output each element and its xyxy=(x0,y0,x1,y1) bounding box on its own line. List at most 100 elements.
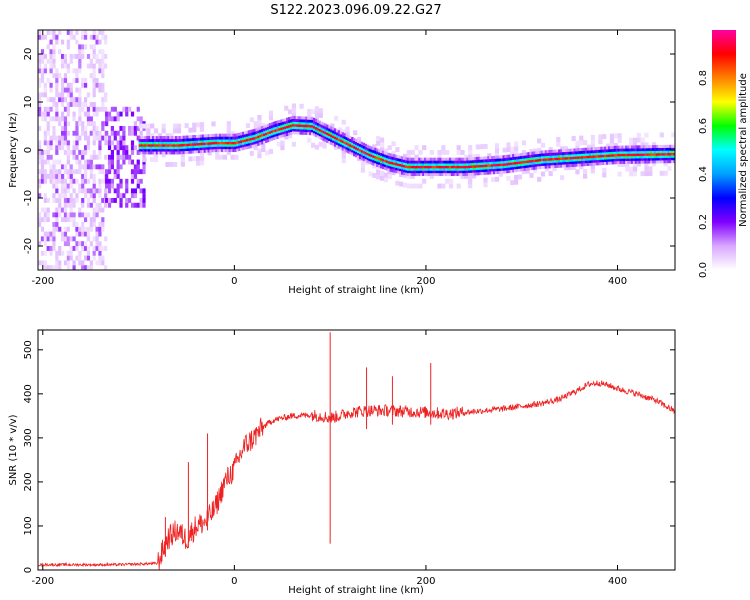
spectrogram-cell xyxy=(43,140,47,146)
spectrogram-cell xyxy=(133,202,137,208)
spectrogram-cell xyxy=(445,150,450,155)
spectrogram-cell xyxy=(95,202,99,208)
spectrogram-cell xyxy=(514,150,519,156)
spectrogram-cell xyxy=(648,145,651,149)
spectrogram-cell xyxy=(586,152,590,156)
spectrogram-cell xyxy=(638,150,641,154)
spectrogram-cell xyxy=(101,198,105,203)
spectrogram-cell xyxy=(508,164,511,168)
spectrogram-cell xyxy=(393,162,396,165)
spectrogram-cell xyxy=(320,126,323,130)
spectrogram-cell xyxy=(529,151,532,155)
spectrogram-cell xyxy=(291,128,295,132)
spectrogram-cell xyxy=(83,111,88,117)
spectrogram-cell xyxy=(418,162,421,166)
spectrogram-cell xyxy=(558,161,561,165)
spectrogram-cell xyxy=(113,130,117,136)
spectrogram-cell xyxy=(159,136,162,140)
spectrogram-cell xyxy=(101,169,105,175)
spectrogram-cell xyxy=(487,171,490,175)
spectrogram-cell xyxy=(92,154,96,160)
spectrogram-cell xyxy=(119,164,123,170)
spectrogram-cell xyxy=(255,131,258,135)
spectrogram-cell xyxy=(454,173,457,177)
spectrogram-cell xyxy=(43,54,47,59)
spectrogram-cell xyxy=(288,119,291,123)
spectrogram-cell xyxy=(418,157,421,161)
spectrogram-cell xyxy=(341,158,346,164)
spectrogram-cell xyxy=(207,137,210,141)
x-tick-label: 200 xyxy=(416,276,435,287)
spectrogram-cell xyxy=(378,149,381,153)
spectrogram-cell xyxy=(515,168,519,172)
spectrogram-cell xyxy=(552,165,555,169)
spectrogram-cell xyxy=(55,198,59,203)
spectrogram-cell xyxy=(207,141,210,145)
spectrogram-cell xyxy=(322,127,325,131)
spectrogram-cell xyxy=(661,150,664,154)
spectrogram-cell xyxy=(66,130,70,136)
spectrogram-cell xyxy=(125,178,129,184)
spectrogram-cell xyxy=(86,265,91,271)
spectrogram-cell xyxy=(251,137,254,141)
spectrogram-cell xyxy=(667,150,670,154)
spectrogram-cell xyxy=(374,160,377,164)
spectrogram-cell xyxy=(648,155,651,159)
spectrogram-cell xyxy=(52,63,56,69)
spectrogram-cell xyxy=(600,146,603,150)
spectrogram-cell xyxy=(519,168,523,172)
spectrogram-cell xyxy=(280,119,283,123)
spectrogram-cell xyxy=(646,148,649,152)
spectrogram-cell xyxy=(322,135,325,139)
spectrogram-cell xyxy=(46,97,50,103)
spectrogram-cell xyxy=(66,145,70,151)
spectrogram-cell xyxy=(512,164,515,168)
spectrogram-cell xyxy=(72,54,76,59)
spectrogram-cell xyxy=(542,150,546,154)
spectrogram-cell xyxy=(592,154,595,158)
spectrogram-cell xyxy=(606,158,609,162)
spectrogram-cell xyxy=(213,149,216,153)
spectrogram-cell xyxy=(356,142,360,146)
spectrogram-cell xyxy=(590,150,594,154)
spectrogram-cell xyxy=(621,153,624,157)
spectrogram-cell xyxy=(523,157,526,161)
spectrogram-cell xyxy=(558,159,561,163)
spectrogram-cell xyxy=(381,163,385,167)
spectrogram-cell xyxy=(139,198,143,203)
spectrogram-cell xyxy=(190,145,193,149)
spectrogram-cell xyxy=(230,136,233,140)
spectrogram-cell xyxy=(63,226,68,232)
spectrogram-cell xyxy=(60,92,65,98)
spectrogram-cell xyxy=(188,150,191,154)
spectrogram-cell xyxy=(609,149,613,153)
spectrogram-cell xyxy=(470,165,473,168)
spectrogram-cell xyxy=(178,148,182,152)
spectrogram-cell xyxy=(615,158,618,162)
spectrogram-cell xyxy=(265,137,268,141)
spectrogram-cell xyxy=(92,68,96,74)
spectrogram-cell xyxy=(201,134,205,138)
spectrogram-cell xyxy=(83,246,88,251)
spectrogram-cell xyxy=(125,198,129,203)
spectrogram-cell xyxy=(81,34,85,40)
spectrogram-cell xyxy=(291,123,295,127)
spectrogram-cell xyxy=(345,144,348,148)
spectrogram-cell xyxy=(291,113,297,118)
spectrogram-cell xyxy=(418,167,421,171)
spectrogram-cell xyxy=(286,133,289,137)
spectrogram-cell xyxy=(552,149,555,153)
spectrogram-cell xyxy=(295,121,298,125)
spectrogram-cell xyxy=(320,134,323,138)
spectrogram-cell xyxy=(69,250,73,256)
spectrogram-cell xyxy=(629,150,632,154)
spectrogram-cell xyxy=(38,222,42,227)
spectrogram-cell xyxy=(52,30,56,35)
spectrogram-cell xyxy=(445,165,448,169)
spectrogram-cell xyxy=(381,158,385,162)
spectrogram-cell xyxy=(130,188,135,194)
spectrogram-cell xyxy=(437,170,440,174)
spectrogram-cell xyxy=(40,169,45,175)
spectrogram-cell xyxy=(391,156,394,160)
spectrogram-cell xyxy=(663,150,666,154)
